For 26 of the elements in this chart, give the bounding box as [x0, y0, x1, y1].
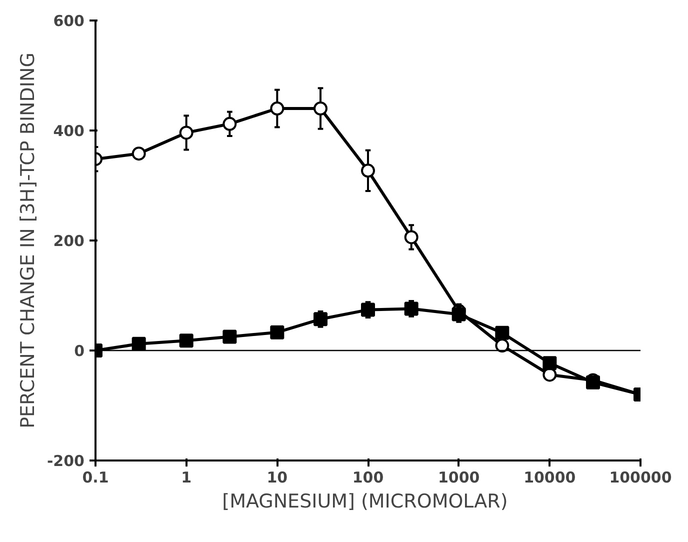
- x-tick-label: 10: [266, 468, 288, 486]
- point: [404, 230, 418, 244]
- point: [179, 126, 194, 140]
- point: [495, 338, 510, 353]
- y-tick-label: -200: [46, 452, 85, 470]
- x-tick-label: 10000: [524, 468, 576, 486]
- point: [404, 302, 418, 316]
- y-tick-label: 0: [74, 342, 84, 360]
- point: [314, 102, 328, 116]
- y-tick-label: 400: [53, 122, 84, 140]
- point: [495, 326, 510, 340]
- y-tick-label: 200: [53, 232, 84, 250]
- y-axis-title: PERCENT CHANGE IN [3H]-TCP BINDING: [16, 52, 39, 428]
- point: [179, 334, 194, 348]
- x-tick-label: 0.1: [82, 468, 109, 486]
- point: [270, 325, 284, 340]
- x-tick-label: 1000: [438, 468, 480, 486]
- point: [270, 102, 284, 116]
- point: [361, 164, 375, 178]
- point: [361, 302, 375, 317]
- y-tick-label: 600: [53, 12, 84, 30]
- x-tick-label: 100000: [609, 468, 672, 486]
- point: [314, 312, 328, 326]
- x-tick-label: 100: [352, 468, 384, 486]
- x-tick-label: 1: [181, 468, 192, 486]
- x-axis-title: [MAGNESIUM] (MICROMOLAR): [222, 490, 508, 512]
